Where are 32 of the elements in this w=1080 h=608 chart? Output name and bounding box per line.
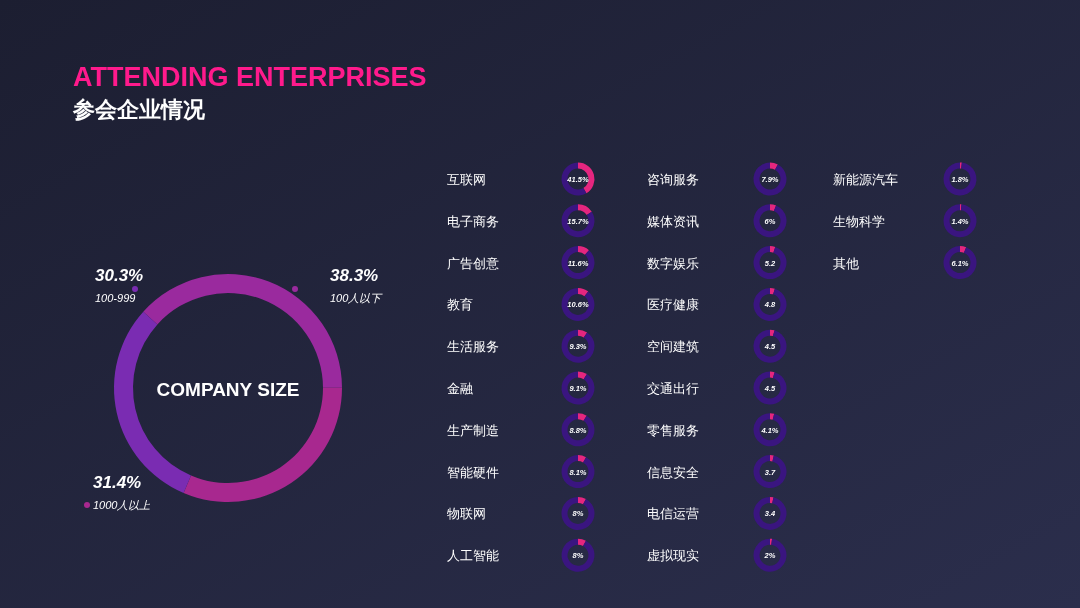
data-label: 38.3%: [330, 266, 379, 285]
text: 零售服务: [647, 422, 699, 438]
text: 电子商务: [447, 213, 499, 229]
text: 物联网: [447, 506, 486, 522]
text: 生活服务: [447, 339, 499, 355]
legend-label: 1000人以上: [93, 499, 151, 511]
slice-label: 100-999: [95, 292, 136, 304]
text: 信息安全: [647, 464, 699, 480]
text: 空间建筑: [647, 339, 699, 355]
slice-label: 100人以下: [330, 292, 384, 304]
text: 生物科学: [833, 213, 885, 229]
text: 数字娱乐: [647, 255, 699, 271]
text: 金融: [447, 381, 473, 396]
data-label: 30.3%: [95, 266, 144, 285]
text: 教育: [447, 297, 473, 313]
text: 虚拟现实: [647, 548, 699, 564]
chart-subtitle: 参会企业情况: [72, 97, 206, 122]
text: 其他: [833, 255, 859, 271]
text: 咨询服务: [647, 172, 699, 187]
text: 媒体资讯: [647, 213, 699, 229]
data-label: 31.4%: [93, 473, 142, 492]
chart-title: ATTENDING ENTERPRISES: [73, 62, 427, 92]
text: 电信运营: [647, 506, 699, 522]
text: 医疗健康: [647, 297, 699, 313]
text: 人工智能: [447, 548, 499, 564]
text: 生产制造: [447, 422, 499, 438]
text: 互联网: [447, 172, 486, 187]
text: 广告创意: [447, 255, 499, 271]
text: 交通出行: [647, 381, 699, 396]
text: 智能硬件: [447, 464, 499, 480]
text: 新能源汽车: [833, 172, 898, 187]
text: COMPANY SIZE: [156, 379, 300, 400]
